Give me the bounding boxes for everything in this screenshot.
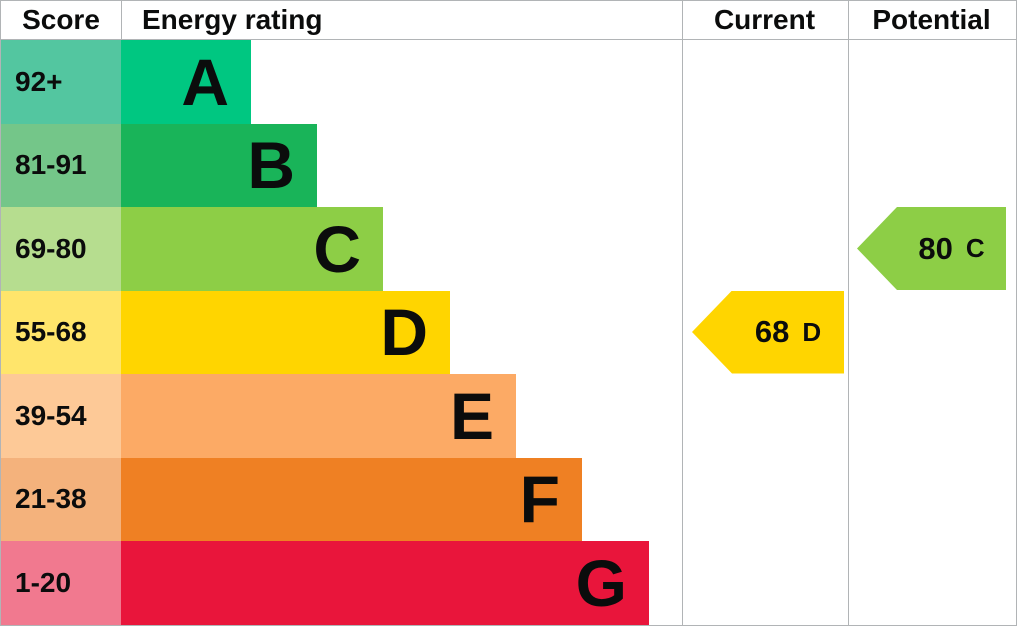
band-e-bar: E (121, 374, 516, 458)
band-d-bar: D (121, 290, 450, 374)
band-d-letter: D (380, 295, 428, 370)
potential-rating-arrow: 80 C (857, 207, 1006, 290)
score-column-header: Score (22, 4, 100, 35)
band-row-f: 21-38 F (1, 457, 682, 541)
band-row-c: 69-80 C (1, 207, 682, 291)
band-a-score: 92+ (1, 40, 121, 124)
band-c-bar: C (121, 207, 383, 291)
band-f-letter: F (519, 462, 560, 537)
potential-rating-value: 80 (918, 230, 953, 266)
band-g-letter: G (575, 545, 627, 620)
band-a-bar: A (121, 40, 251, 124)
score-column-divider (121, 1, 122, 39)
band-d-score: 55-68 (1, 290, 121, 374)
header-bottom-border (1, 39, 1016, 40)
band-row-d: 55-68 D (1, 290, 682, 374)
header-row: Score Energy rating Current Potential (1, 1, 1016, 39)
current-rating-band: D (802, 316, 822, 347)
band-row-g: 1-20 G (1, 541, 682, 625)
potential-column-header: Potential (872, 4, 991, 35)
current-rating-value: 68 (754, 314, 790, 349)
band-row-a: 92+ A (1, 40, 682, 124)
current-column-header: Current (713, 4, 816, 35)
band-a-letter: A (181, 44, 229, 119)
current-rating-arrow: 68 D (692, 290, 844, 374)
band-e-score: 39-54 (1, 374, 121, 458)
band-row-b: 81-91 B (1, 123, 682, 207)
band-row-e: 39-54 E (1, 374, 682, 458)
band-e-letter: E (449, 378, 494, 453)
band-b-bar: B (121, 123, 317, 207)
band-c-letter: C (313, 211, 361, 286)
energy-rating-column-header: Energy rating (142, 4, 323, 35)
band-b-score: 81-91 (1, 123, 121, 207)
current-column-divider (682, 1, 683, 625)
band-f-bar: F (121, 457, 582, 541)
band-f-score: 21-38 (1, 457, 121, 541)
rating-bands: 92+ A 81-91 B 69-80 C 55-68 D 39-54 E 21… (1, 40, 682, 625)
potential-rating-band: C (965, 233, 985, 263)
band-g-bar: G (121, 541, 649, 625)
band-c-score: 69-80 (1, 207, 121, 291)
potential-column-divider (848, 1, 849, 625)
band-g-score: 1-20 (1, 541, 121, 625)
band-b-letter: B (247, 128, 295, 203)
